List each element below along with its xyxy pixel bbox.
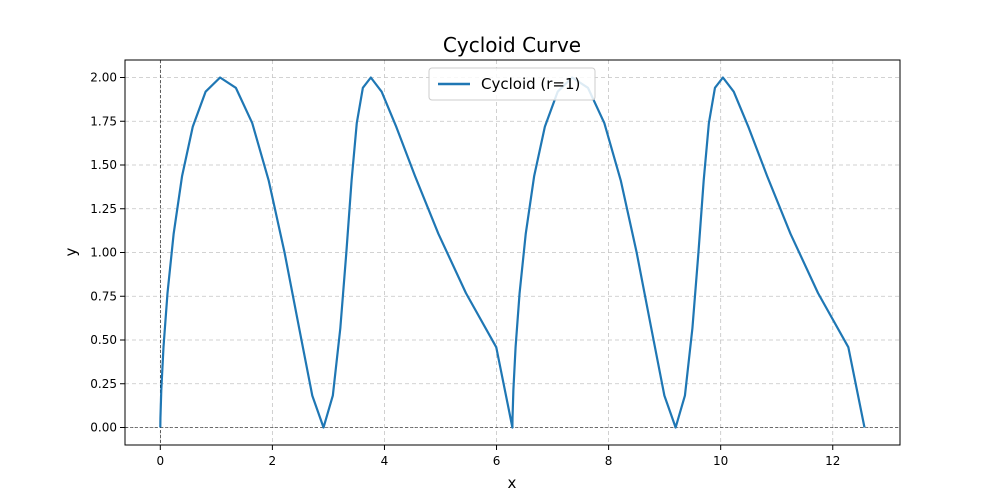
y-tick-label: 2.00 <box>90 71 117 85</box>
x-tick-label: 8 <box>605 454 613 468</box>
y-tick-label: 1.50 <box>90 158 117 172</box>
x-axis-label: x <box>508 474 517 492</box>
legend: Cycloid (r=1) <box>428 67 596 101</box>
y-tick-label: 0.50 <box>90 333 117 347</box>
legend-box <box>428 67 596 101</box>
chart-title: Cycloid Curve <box>443 33 581 57</box>
x-tick-label: 10 <box>713 454 728 468</box>
x-axis-ticks: 0 2 4 6 8 10 12 <box>156 445 840 468</box>
x-tick-label: 6 <box>493 454 501 468</box>
y-tick-label: 1.25 <box>90 202 117 216</box>
legend-label: Cycloid (r=1) <box>481 75 580 93</box>
y-tick-label: 0.25 <box>90 377 117 391</box>
cycloid-series-line <box>159 76 866 429</box>
y-axis-label: y <box>62 247 80 256</box>
y-axis-ticks: 0.00 0.25 0.50 0.75 1.00 1.25 1.50 1.75 2.00 <box>90 71 125 435</box>
x-tick-label: 4 <box>381 454 389 468</box>
y-tick-label: 0.00 <box>90 421 117 435</box>
series-layer <box>159 76 866 429</box>
x-tick-label: 12 <box>825 454 840 468</box>
x-tick-label: 2 <box>269 454 277 468</box>
x-tick-label: 0 <box>156 454 164 468</box>
y-tick-label: 1.75 <box>90 114 117 128</box>
y-tick-label: 1.00 <box>90 246 117 260</box>
y-tick-label: 0.75 <box>90 289 117 303</box>
